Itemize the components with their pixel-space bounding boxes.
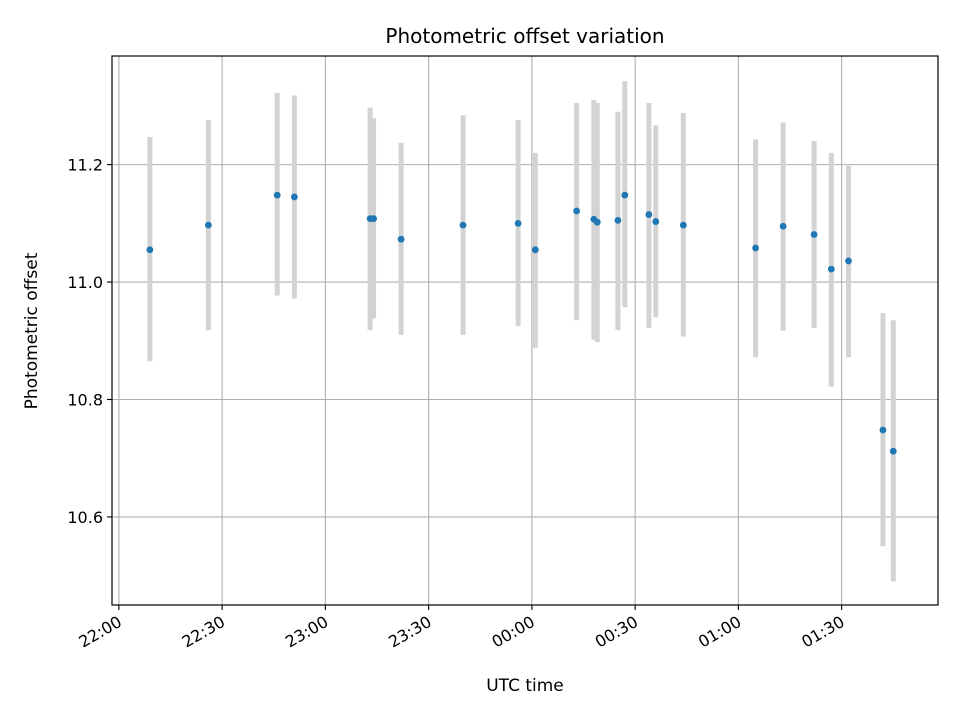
data-point	[593, 218, 601, 226]
grid	[112, 56, 938, 605]
data-point	[810, 231, 818, 238]
data-point	[621, 191, 629, 199]
y-tick-label: 11.0	[67, 273, 103, 292]
data-point	[531, 246, 539, 254]
data-point	[652, 218, 660, 225]
data-point	[879, 426, 887, 434]
data-point	[827, 265, 835, 273]
data-points	[146, 191, 897, 455]
data-point	[679, 221, 687, 229]
data-point	[573, 207, 581, 215]
data-point	[397, 235, 405, 243]
chart-title: Photometric offset variation	[385, 24, 664, 48]
data-point	[146, 246, 154, 254]
data-point	[614, 217, 622, 224]
y-tick-label: 10.8	[67, 390, 103, 409]
data-point	[273, 191, 281, 199]
data-point	[779, 222, 787, 230]
plot-frame	[111, 55, 939, 606]
data-point	[514, 219, 522, 227]
y-axis-ticks: 10.6 10.8 11.0 11.2	[67, 156, 112, 527]
y-tick-label: 11.2	[67, 156, 103, 175]
data-point	[889, 447, 897, 455]
y-tick-label: 10.6	[67, 508, 103, 527]
data-point	[204, 221, 212, 229]
data-point	[459, 221, 467, 229]
data-point	[645, 211, 653, 218]
data-point	[845, 257, 852, 265]
data-point	[370, 215, 377, 223]
data-point	[752, 244, 759, 252]
y-axis-label: Photometric offset	[22, 252, 42, 409]
data-point	[291, 193, 298, 201]
x-axis-label: UTC time	[486, 676, 564, 696]
